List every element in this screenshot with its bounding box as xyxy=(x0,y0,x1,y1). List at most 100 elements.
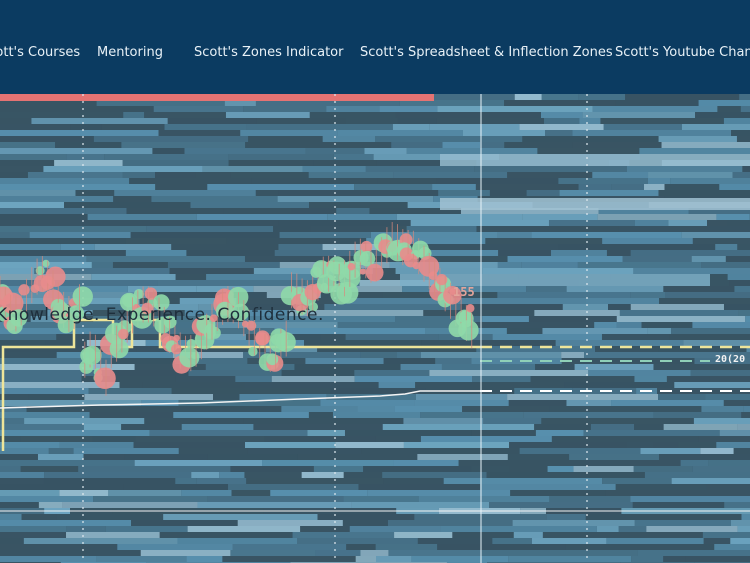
sell-bubble xyxy=(141,302,154,315)
heatmap-band xyxy=(632,502,725,508)
heatmap-band xyxy=(244,472,302,478)
heatmap-band xyxy=(742,166,750,172)
heatmap-band xyxy=(723,400,750,406)
heatmap-band xyxy=(0,340,46,346)
heatmap-band xyxy=(20,436,93,442)
heatmap-band xyxy=(674,382,750,388)
heatmap-band xyxy=(703,538,731,544)
heatmap-band xyxy=(287,310,424,316)
heatmap-band xyxy=(360,550,389,556)
heatmap-band xyxy=(0,100,97,106)
heatmap-band xyxy=(637,550,750,556)
heatmap-band xyxy=(130,220,279,226)
heatmap-band xyxy=(125,238,227,244)
heatmap-band xyxy=(569,454,659,460)
heatmap-band xyxy=(317,346,419,352)
buy-bubble xyxy=(231,303,250,321)
heatmap-band xyxy=(489,190,527,196)
heatmap-band xyxy=(602,238,693,244)
heatmap-band xyxy=(123,112,145,118)
heatmap-band xyxy=(84,394,214,400)
heatmap-band xyxy=(0,454,38,460)
nav-item-youtube[interactable]: Scott's Youtube Channel xyxy=(615,45,750,60)
heatmap-band xyxy=(281,406,358,412)
heatmap-band xyxy=(671,478,750,484)
heatmap-band xyxy=(472,376,531,382)
heatmap-band xyxy=(181,424,254,430)
heatmap-band xyxy=(206,274,334,280)
heatmap-band xyxy=(644,184,665,190)
heatmap-band xyxy=(191,472,220,478)
buy-bubble xyxy=(215,301,234,320)
order-flow-heatmap-graphic xyxy=(0,94,750,563)
heatmap-band xyxy=(572,130,732,136)
heatmap-band xyxy=(416,94,515,100)
heatmap-band xyxy=(367,490,511,496)
heatmap-band xyxy=(274,250,403,256)
heatmap-band xyxy=(271,376,355,382)
heatmap-band xyxy=(692,466,750,472)
heatmap-band xyxy=(727,220,750,226)
heatmap-band xyxy=(521,262,578,268)
heatmap-band xyxy=(0,490,60,496)
heatmap-band xyxy=(0,484,124,490)
heatmap-band xyxy=(489,502,633,508)
heatmap-band xyxy=(585,460,681,466)
heatmap-band xyxy=(540,112,583,118)
heatmap-band xyxy=(93,496,208,502)
heatmap-band xyxy=(37,454,84,460)
heatmap-band xyxy=(531,538,607,544)
heatmap-band xyxy=(698,100,750,106)
heatmap-band xyxy=(363,466,472,472)
heatmap-band xyxy=(507,172,593,178)
heatmap-band xyxy=(0,376,82,382)
buy-bubble xyxy=(72,286,93,307)
nav-item-spreadsheet[interactable]: Scott's Spreadsheet & Inflection Zones xyxy=(360,45,613,60)
buy-bubble xyxy=(186,338,197,349)
heatmap-band xyxy=(240,130,338,136)
buy-bubble xyxy=(133,288,145,300)
heatmap-band xyxy=(175,358,248,364)
heatmap-band xyxy=(93,136,249,142)
heatmap-band xyxy=(737,244,750,250)
heatmap-band xyxy=(144,418,244,424)
heatmap-band xyxy=(342,520,388,526)
heatmap-band xyxy=(0,388,89,394)
heatmap-band xyxy=(715,244,738,250)
heatmap-band xyxy=(663,556,686,562)
heatmap-band xyxy=(354,376,473,382)
heatmap-band xyxy=(452,532,514,538)
heatmap-band xyxy=(378,382,416,388)
heatmap-band xyxy=(294,364,401,370)
heatmap-band xyxy=(410,220,549,226)
heatmap-band xyxy=(701,406,744,412)
vwap-line xyxy=(0,390,480,409)
heatmap-band xyxy=(244,316,396,322)
nav-item-mentoring[interactable]: Mentoring xyxy=(97,45,163,60)
heatmap-band xyxy=(549,496,631,502)
heatmap-band xyxy=(526,286,567,292)
heatmap-band xyxy=(86,256,245,262)
heatmap-band xyxy=(606,250,631,256)
heatmap-band xyxy=(382,472,487,478)
heatmap-band xyxy=(133,442,246,448)
heatmap-band xyxy=(406,148,538,154)
heatmap-band xyxy=(438,190,490,196)
nav-item-courses[interactable]: Scott's Courses xyxy=(0,45,81,60)
heatmap-band xyxy=(213,394,240,400)
heatmap-band xyxy=(383,358,436,364)
heatmap-band xyxy=(534,424,591,430)
heatmap-band xyxy=(188,370,282,376)
heatmap-band xyxy=(0,184,156,190)
buy-bubble xyxy=(312,260,331,278)
nav-item-zones-indicator[interactable]: Scott's Zones Indicator xyxy=(194,45,344,60)
heatmap-band xyxy=(530,376,635,382)
heatmap-band xyxy=(471,358,562,364)
heatmap-band xyxy=(0,406,27,412)
heatmap-band xyxy=(708,460,750,466)
heatmap-band xyxy=(389,262,498,268)
heatmap-band xyxy=(0,238,126,244)
heatmap-band xyxy=(740,106,750,112)
heatmap-band xyxy=(716,442,750,448)
heatmap-band xyxy=(541,418,694,424)
